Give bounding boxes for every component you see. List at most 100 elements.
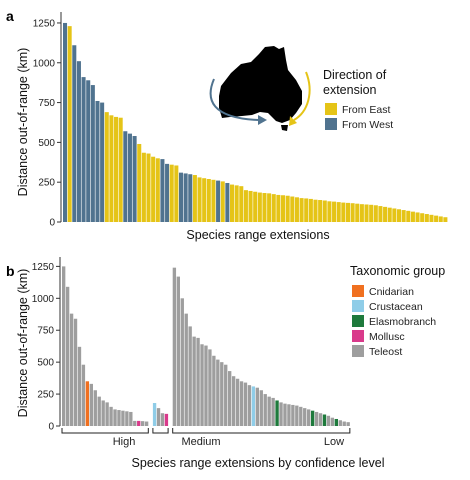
bar-medium-2 xyxy=(156,408,161,426)
group-label-low: Low xyxy=(324,436,344,448)
bar-extension-16 xyxy=(132,136,137,222)
bar-low-43 xyxy=(338,420,342,426)
bar-extension-40 xyxy=(243,190,248,222)
bar-low-1 xyxy=(172,267,177,426)
bar-high-9 xyxy=(93,390,97,426)
legend-label-teleost: Teleost xyxy=(369,346,402,358)
panel-b-y-axis-label: Distance out-of-range (km) xyxy=(16,269,30,418)
bar-medium-3 xyxy=(160,413,165,426)
bar-high-7 xyxy=(85,381,90,426)
bar-extension-65 xyxy=(359,204,364,222)
bar-high-19 xyxy=(133,420,137,426)
bar-low-29 xyxy=(283,403,287,426)
bar-low-34 xyxy=(303,408,307,426)
bar-extension-68 xyxy=(373,205,378,222)
bar-high-18 xyxy=(129,411,133,426)
bar-low-27 xyxy=(275,400,279,426)
bar-extension-27 xyxy=(183,173,188,222)
y-tick-label: 500 xyxy=(37,358,54,369)
bar-low-24 xyxy=(263,394,267,426)
legend-label-from-east: From East xyxy=(342,104,391,116)
bar-low-8 xyxy=(200,344,204,426)
bar-low-37 xyxy=(314,411,319,426)
bar-low-30 xyxy=(287,404,291,426)
y-tick-label: 750 xyxy=(37,326,54,337)
panel-label-b: b xyxy=(6,263,15,279)
y-tick-label: 0 xyxy=(49,218,55,229)
bar-high-22 xyxy=(144,421,149,426)
bar-extension-41 xyxy=(248,190,253,222)
bar-extension-77 xyxy=(415,212,420,222)
bar-extension-2 xyxy=(67,26,72,223)
bar-low-4 xyxy=(184,313,188,426)
panel-a: a Distance out-of-range (km) Species ran… xyxy=(6,8,448,242)
bar-low-38 xyxy=(318,413,323,426)
bar-low-45 xyxy=(346,422,350,426)
bar-extension-67 xyxy=(369,204,374,222)
bar-low-6 xyxy=(192,336,196,426)
bar-extension-45 xyxy=(267,193,272,222)
bar-extension-43 xyxy=(257,192,262,222)
bar-extension-57 xyxy=(322,200,327,222)
panel-b-bars xyxy=(59,257,350,426)
bar-high-6 xyxy=(81,364,86,426)
bar-extension-73 xyxy=(396,209,402,222)
bar-high-15 xyxy=(117,410,121,426)
bar-low-21 xyxy=(251,386,256,426)
bar-high-2 xyxy=(65,286,70,426)
bar-extension-82 xyxy=(438,216,443,222)
legend-swatch-from-east xyxy=(325,103,337,115)
panel-b-x-axis-label: Species range extensions by confidence l… xyxy=(132,456,385,470)
panel-a-bars xyxy=(60,12,448,223)
panel-a-x-axis-label: Species range extensions xyxy=(186,228,329,242)
bar-extension-53 xyxy=(304,198,309,222)
bar-extension-8 xyxy=(95,100,100,222)
bar-extension-13 xyxy=(118,117,123,222)
bar-high-5 xyxy=(77,346,82,426)
y-tick-label: 750 xyxy=(38,98,55,109)
bar-extension-35 xyxy=(220,181,225,222)
bar-high-17 xyxy=(125,411,129,426)
bar-extension-63 xyxy=(350,203,355,222)
bar-extension-4 xyxy=(76,61,81,222)
bar-low-35 xyxy=(307,409,311,426)
bar-extension-33 xyxy=(211,179,216,222)
bar-extension-18 xyxy=(141,152,146,222)
bar-extension-59 xyxy=(332,201,337,222)
panel-b-confidence-brackets xyxy=(61,428,351,434)
legend-swatch-teleost xyxy=(352,345,364,357)
bar-extension-31 xyxy=(202,178,207,222)
bar-extension-21 xyxy=(155,158,160,222)
legend-swatch-mollusc xyxy=(352,330,364,342)
y-tick-label: 1250 xyxy=(32,262,55,273)
bar-high-21 xyxy=(141,421,145,426)
bar-extension-49 xyxy=(285,195,290,222)
panel-a-y-ticks: 0 250 500 750 1000 1250 xyxy=(33,18,61,229)
bar-extension-58 xyxy=(327,201,332,222)
bar-extension-20 xyxy=(151,156,156,222)
bar-extension-47 xyxy=(276,194,281,222)
bar-extension-26 xyxy=(178,172,184,222)
panel-b-y-ticks: 0 250 500 750 1000 1250 xyxy=(32,262,60,433)
bar-extension-44 xyxy=(262,193,267,222)
bar-extension-83 xyxy=(443,217,448,222)
legend-swatch-cnidarian xyxy=(352,285,364,297)
bar-extension-46 xyxy=(271,194,276,222)
y-tick-label: 500 xyxy=(38,138,55,149)
bar-extension-12 xyxy=(114,116,119,222)
bar-extension-64 xyxy=(355,203,360,222)
bar-extension-23 xyxy=(165,163,170,222)
bar-high-3 xyxy=(69,313,74,426)
bar-low-2 xyxy=(176,276,180,426)
y-tick-label: 0 xyxy=(48,422,54,433)
bar-extension-14 xyxy=(123,131,128,222)
bar-extension-48 xyxy=(281,195,286,222)
y-tick-label: 250 xyxy=(38,178,55,189)
bar-extension-76 xyxy=(410,211,415,222)
bar-low-13 xyxy=(220,362,224,426)
bar-extension-61 xyxy=(341,202,346,222)
bar-low-18 xyxy=(239,381,244,426)
bar-extension-38 xyxy=(234,185,239,222)
bar-extension-74 xyxy=(401,210,406,222)
bar-extension-42 xyxy=(253,191,258,222)
